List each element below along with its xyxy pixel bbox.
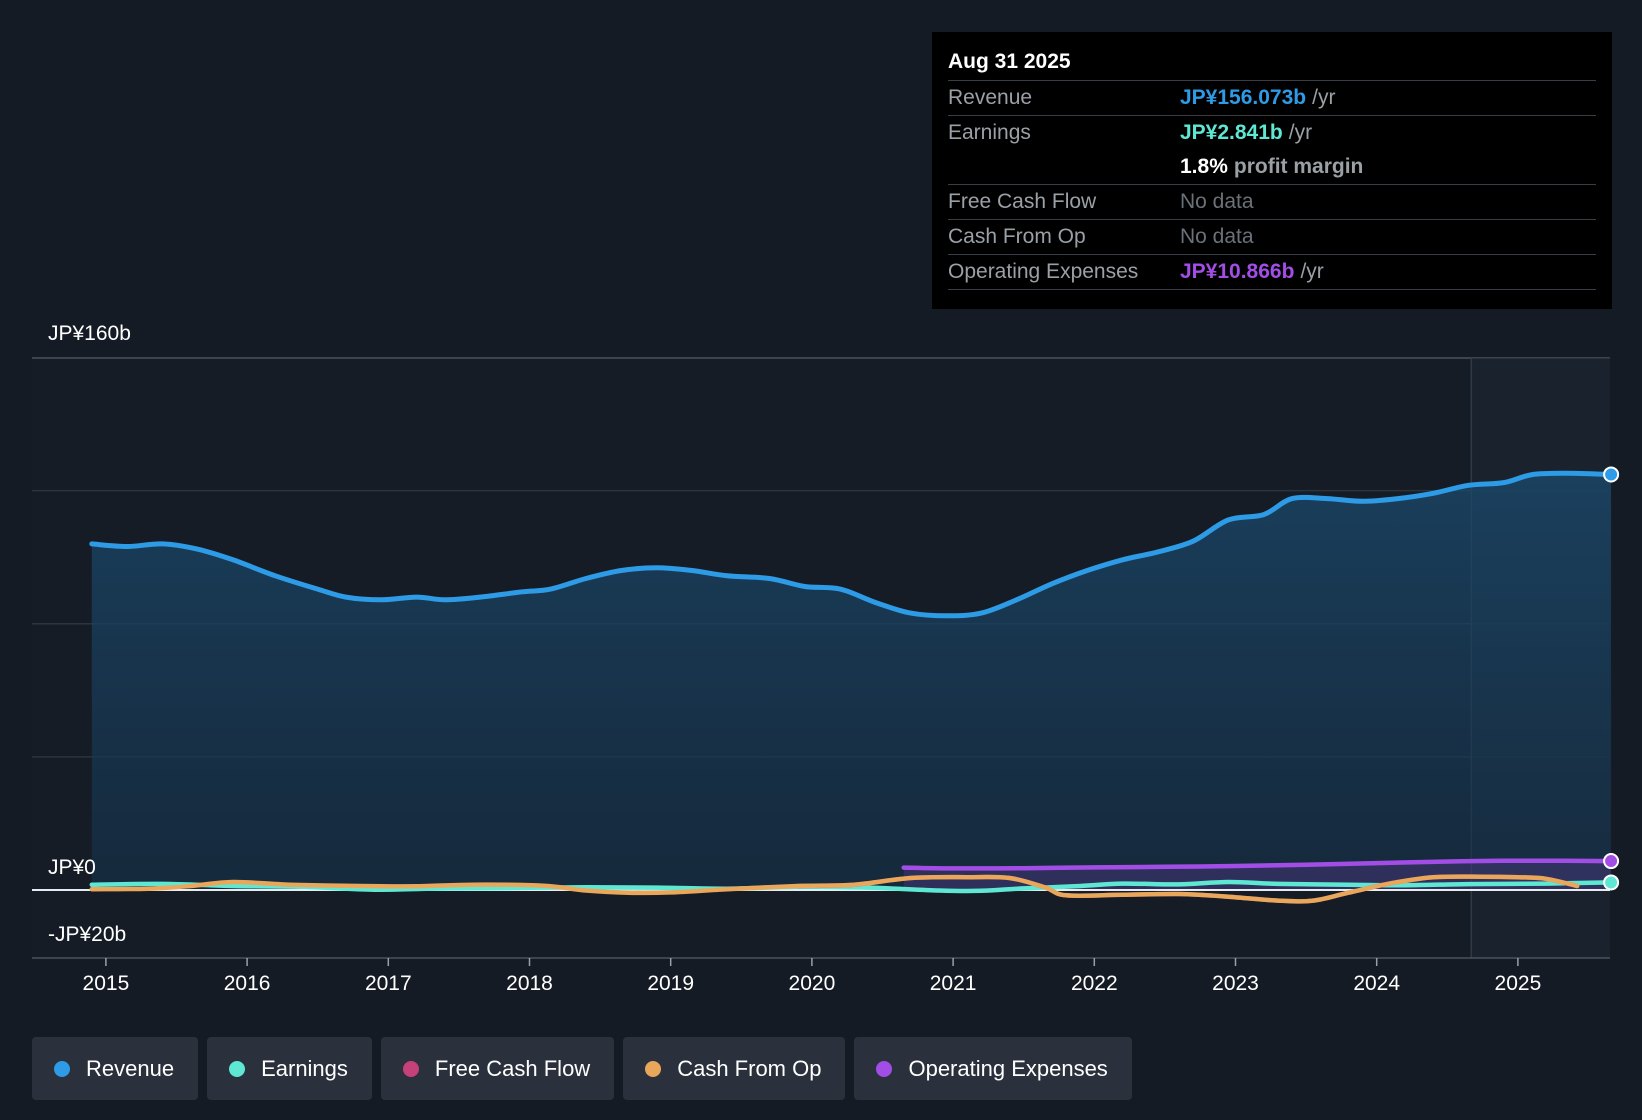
tooltip-label: Revenue <box>948 86 1033 109</box>
line-revenue <box>89 470 1614 619</box>
tooltip-label: Earnings <box>948 121 1031 144</box>
legend-dot-icon <box>402 1060 419 1077</box>
y-tick-label: -JP¥20b <box>48 923 126 946</box>
x-tick-label: 2015 <box>83 972 130 995</box>
y-tick-label: JP¥160b <box>48 322 131 345</box>
tooltip-value: 1.8% <box>1180 155 1228 178</box>
legend-item-operating-expenses[interactable]: Operating Expenses <box>854 1037 1132 1100</box>
tooltip-row-cfo: Cash From Op No data <box>948 220 1596 255</box>
tooltip-date: Aug 31 2025 <box>948 46 1596 81</box>
legend-dot-icon <box>876 1060 893 1077</box>
x-tick-label: 2017 <box>365 972 412 995</box>
legend-label: Earnings <box>261 1055 348 1081</box>
tooltip-row-fcf: Free Cash Flow No data <box>948 185 1596 220</box>
tooltip-label: Free Cash Flow <box>948 190 1097 213</box>
end-dot-revenue <box>1603 466 1620 483</box>
legend-dot-icon <box>229 1060 246 1077</box>
tooltip-label: Operating Expenses <box>948 260 1139 283</box>
legend-label: Free Cash Flow <box>434 1055 591 1081</box>
tooltip-row-opex: Operating Expenses JP¥10.866b /yr <box>948 255 1596 290</box>
tooltip-unit: /yr <box>1300 260 1324 283</box>
tooltip-value: JP¥10.866b <box>1180 260 1295 283</box>
tooltip-unit: /yr <box>1288 121 1313 144</box>
x-tick-label: 2019 <box>647 972 694 995</box>
x-tick-label: 2022 <box>1071 972 1118 995</box>
x-tick-label: 2018 <box>506 972 553 995</box>
tooltip-row-earnings: Earnings JP¥2.841b /yr <box>948 116 1596 150</box>
tooltip-row-revenue: Revenue JP¥156.073b /yr <box>948 81 1596 116</box>
legend-item-cash-from-op[interactable]: Cash From Op <box>623 1037 846 1100</box>
end-dot-earnings <box>1603 874 1620 891</box>
x-tick-label: 2024 <box>1353 972 1400 995</box>
legend-dot-icon <box>645 1060 662 1077</box>
tooltip-row-margin: 1.8% profit margin <box>948 150 1596 185</box>
tooltip-panel: Aug 31 2025 Revenue JP¥156.073b /yr Earn… <box>932 32 1612 309</box>
legend-label: Revenue <box>86 1055 175 1081</box>
tooltip-value: No data <box>1180 190 1254 213</box>
legend-label: Cash From Op <box>677 1055 822 1081</box>
legend-item-earnings[interactable]: Earnings <box>207 1037 372 1100</box>
tooltip-value: JP¥156.073b <box>1180 86 1307 109</box>
x-tick-label: 2020 <box>789 972 836 995</box>
line-earnings <box>89 879 1614 894</box>
line-operating-expenses <box>901 858 1614 871</box>
legend-label: Operating Expenses <box>908 1055 1108 1081</box>
x-tick-label: 2021 <box>930 972 977 995</box>
legend-item-free-cash-flow[interactable]: Free Cash Flow <box>380 1037 615 1100</box>
legend: Revenue Earnings Free Cash Flow Cash Fro… <box>32 1037 1132 1100</box>
tooltip-unit: profit margin <box>1233 155 1364 178</box>
line-cash-from-op <box>89 874 1580 904</box>
x-tick-label: 2016 <box>224 972 271 995</box>
area-revenue <box>91 473 1612 890</box>
x-tick-label: 2023 <box>1212 972 1259 995</box>
y-tick-label: JP¥0 <box>48 856 96 879</box>
tooltip-unit: /yr <box>1312 86 1336 109</box>
legend-dot-icon <box>54 1060 70 1077</box>
end-dot-operating-expenses <box>1603 853 1620 870</box>
legend-item-revenue[interactable]: Revenue <box>32 1037 199 1100</box>
tooltip-label: Cash From Op <box>948 225 1086 248</box>
tooltip-value: JP¥2.841b <box>1180 121 1283 144</box>
tooltip-value: No data <box>1180 225 1254 248</box>
x-tick-label: 2025 <box>1495 972 1542 995</box>
